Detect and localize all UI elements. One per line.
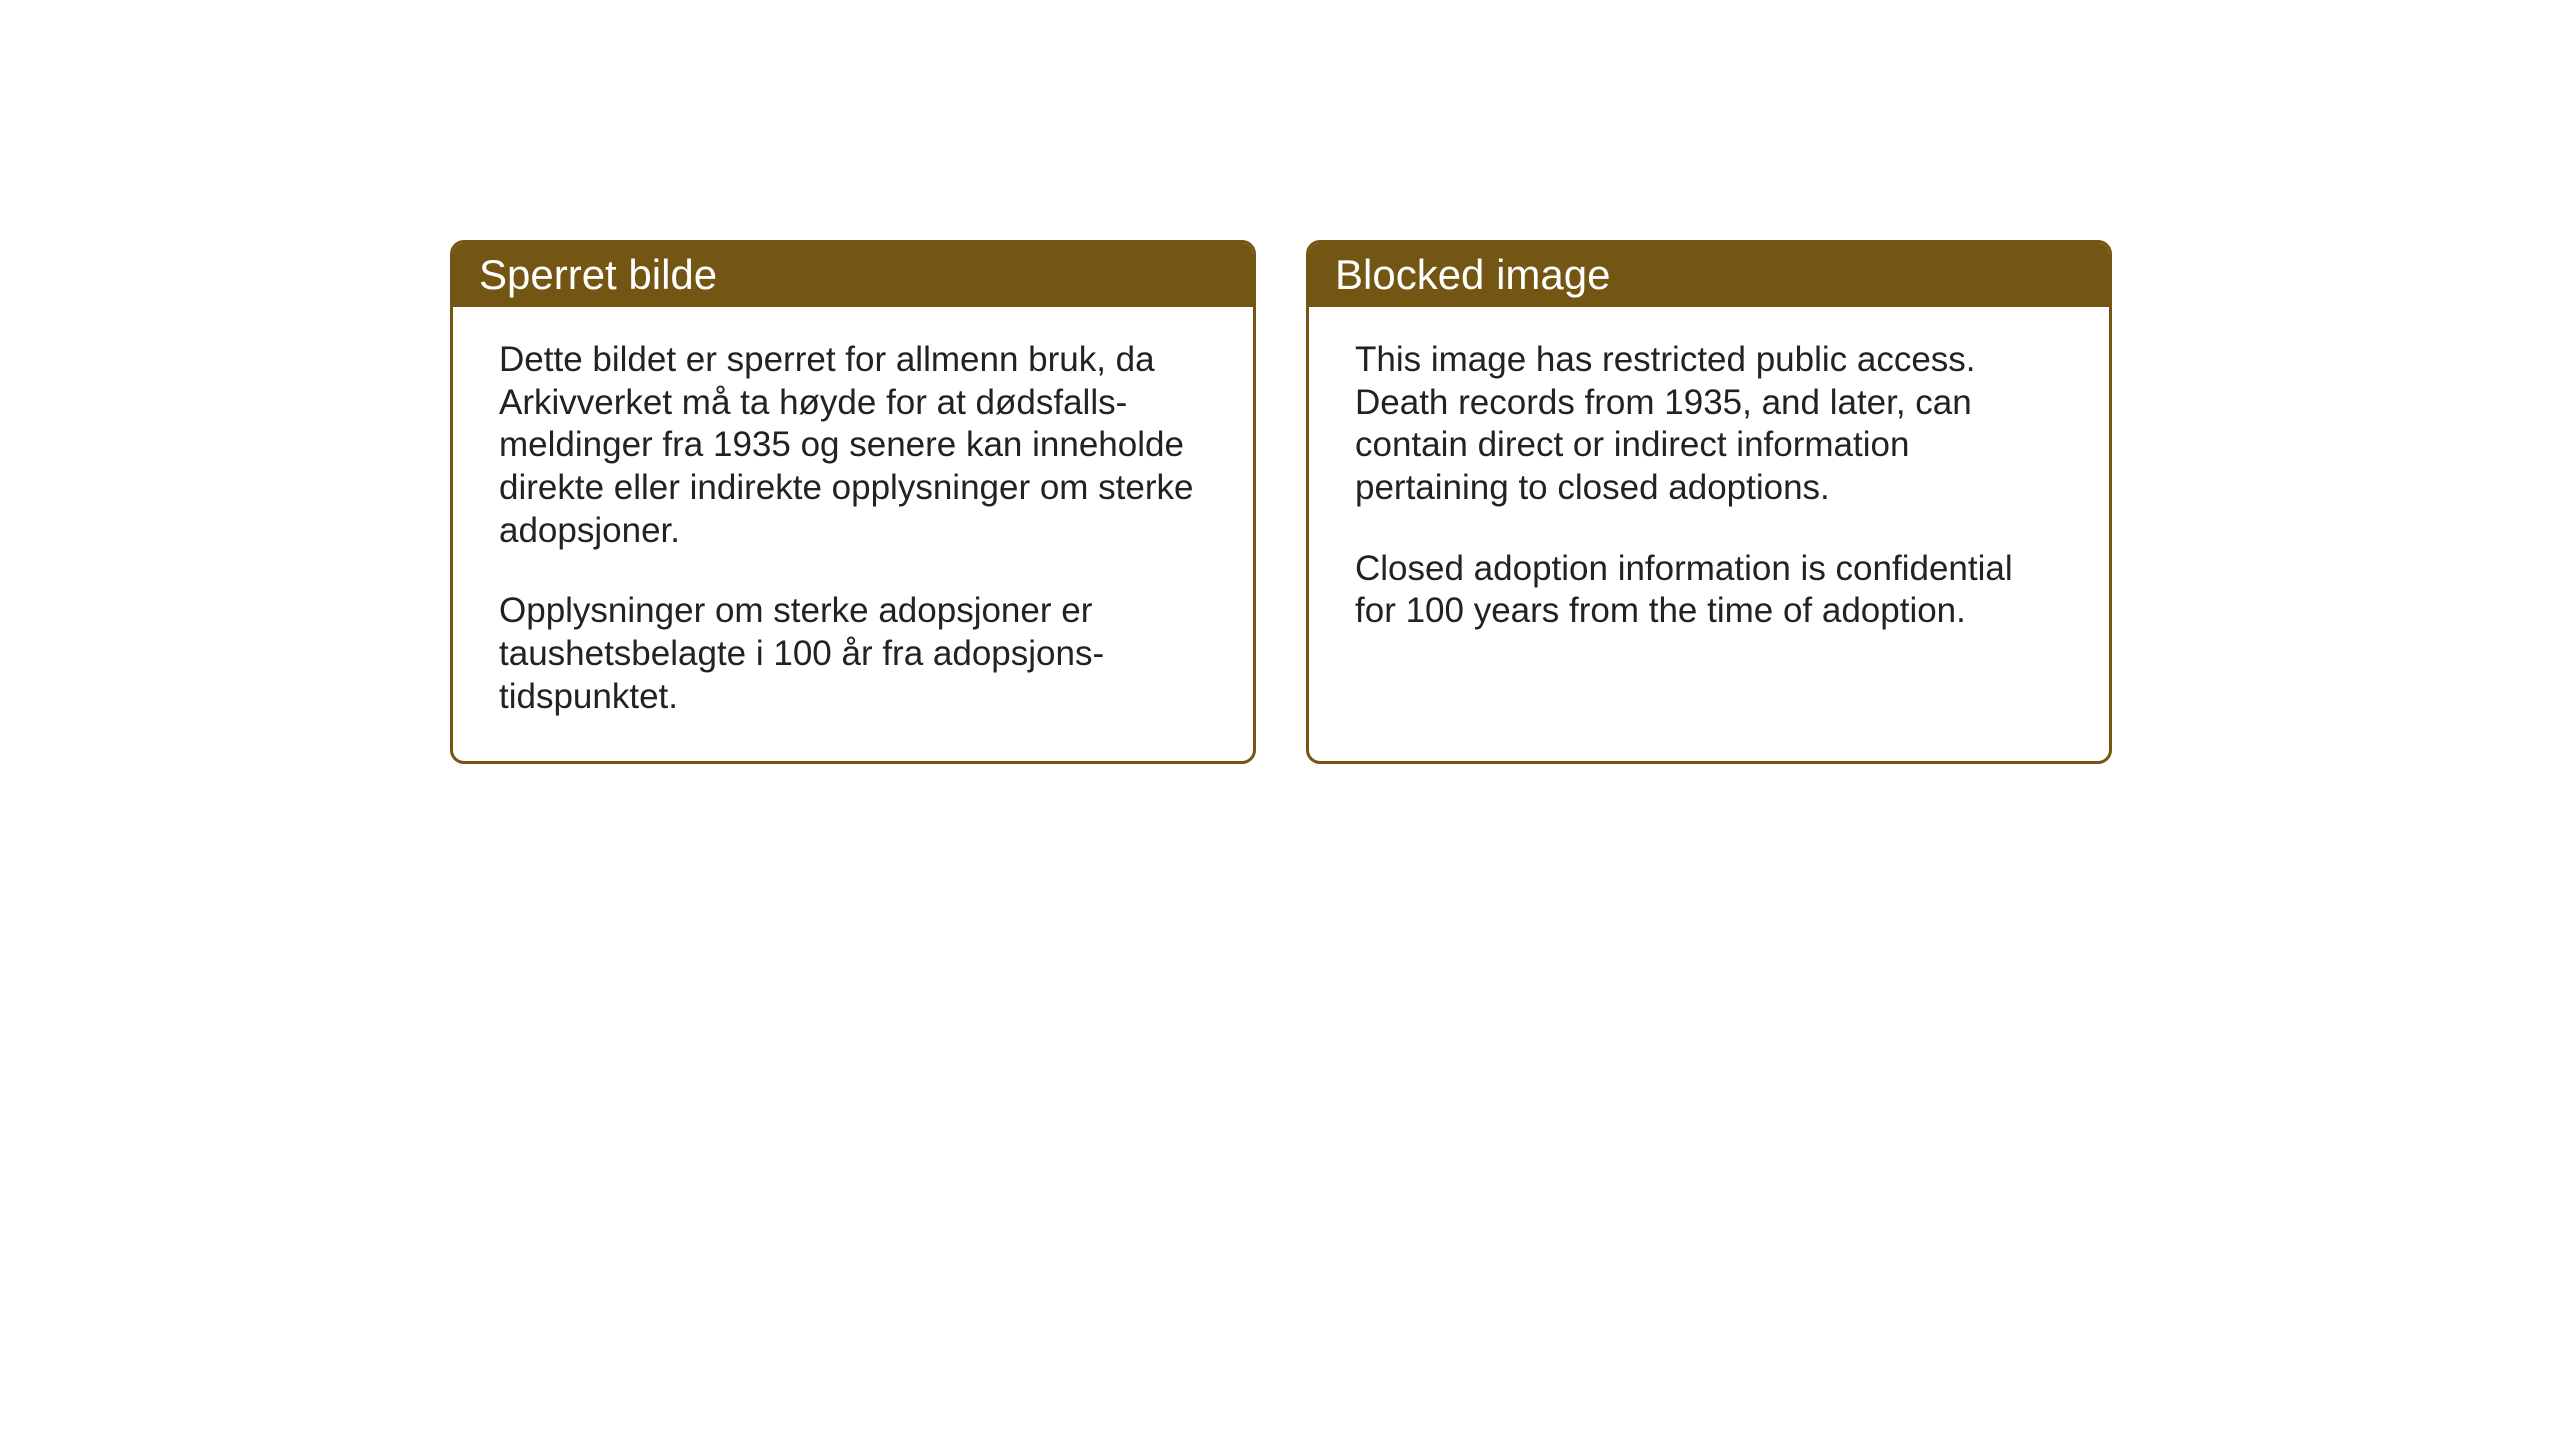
english-paragraph-1: This image has restricted public access.… [1355, 339, 2063, 510]
norwegian-card-title: Sperret bilde [453, 243, 1253, 307]
norwegian-paragraph-1: Dette bildet er sperret for allmenn bruk… [499, 339, 1207, 552]
norwegian-card-body: Dette bildet er sperret for allmenn bruk… [453, 307, 1253, 761]
info-cards-container: Sperret bilde Dette bildet er sperret fo… [450, 240, 2560, 764]
english-card-body: This image has restricted public access.… [1309, 307, 2109, 675]
norwegian-card: Sperret bilde Dette bildet er sperret fo… [450, 240, 1256, 764]
english-card-title: Blocked image [1309, 243, 2109, 307]
norwegian-paragraph-2: Opplysninger om sterke adopsjoner er tau… [499, 590, 1207, 718]
english-card: Blocked image This image has restricted … [1306, 240, 2112, 764]
english-paragraph-2: Closed adoption information is confident… [1355, 548, 2063, 633]
